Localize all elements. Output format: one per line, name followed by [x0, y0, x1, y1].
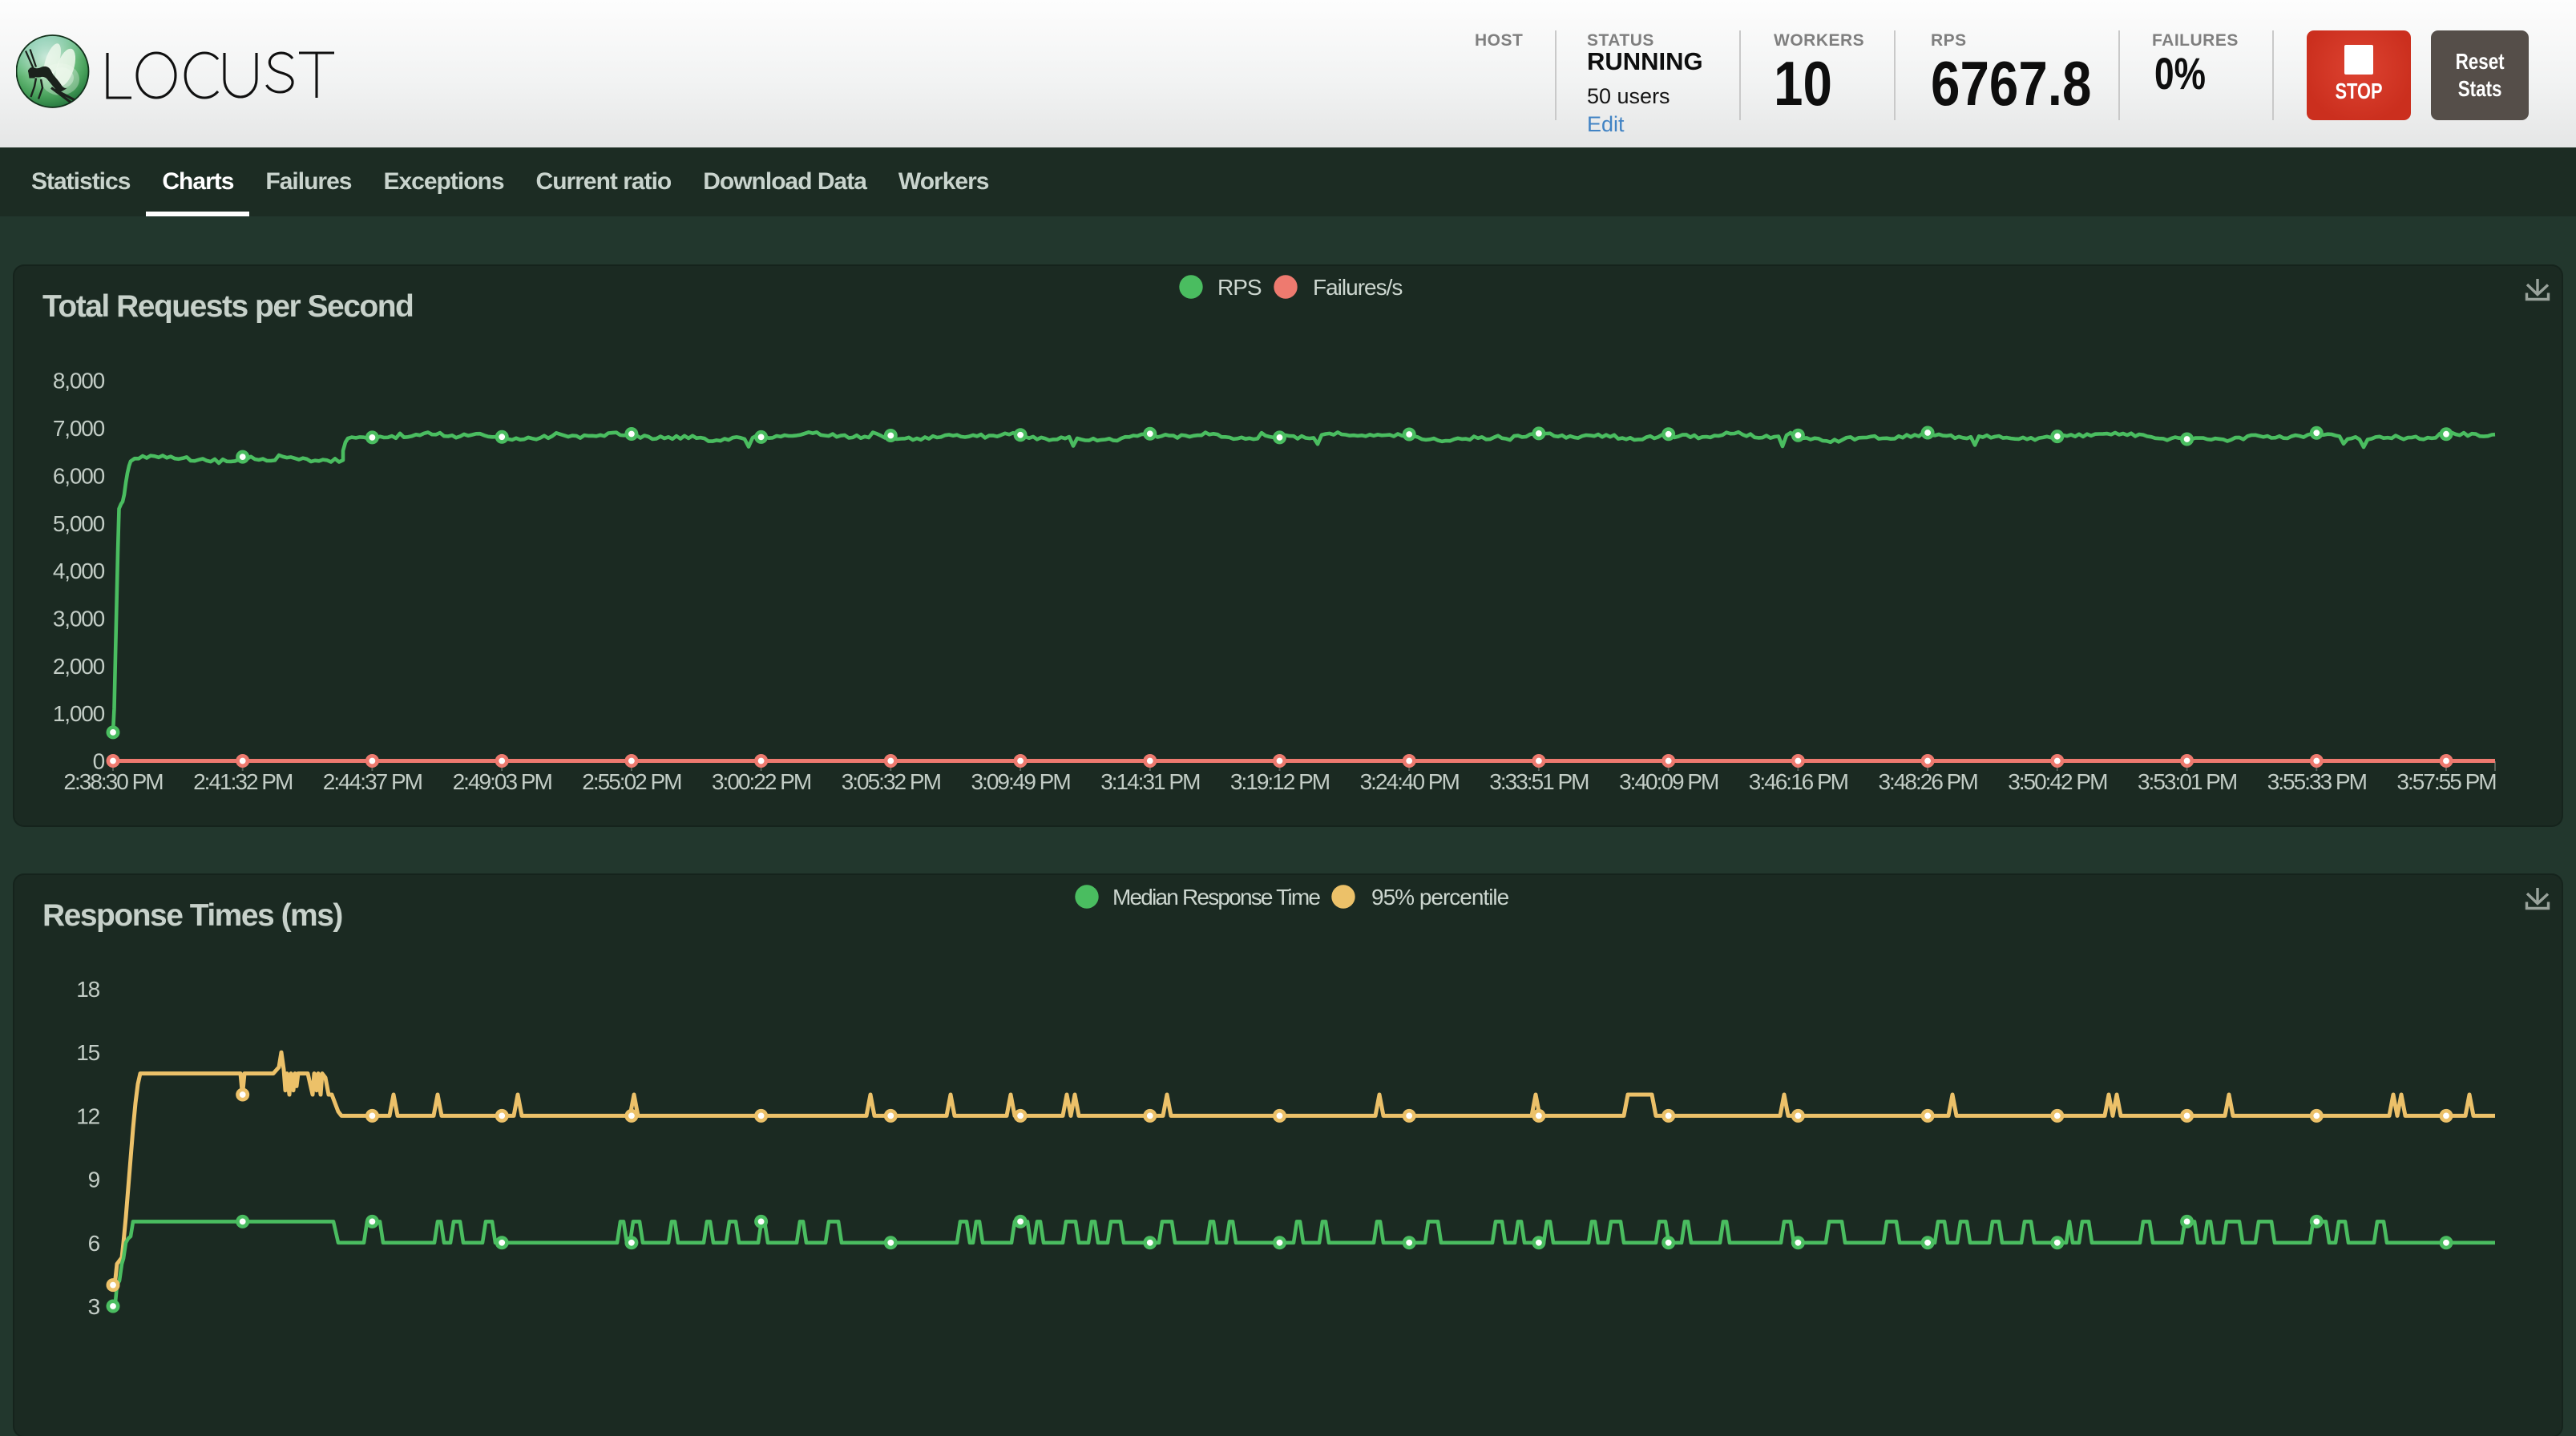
svg-text:3:00:22 PM: 3:00:22 PM	[712, 769, 811, 794]
svg-text:2:38:30 PM: 2:38:30 PM	[63, 769, 163, 794]
svg-text:3:57:55 PM: 3:57:55 PM	[2396, 769, 2496, 794]
svg-text:3:40:09 PM: 3:40:09 PM	[1619, 769, 1718, 794]
svg-text:2,000: 2,000	[53, 654, 105, 679]
svg-text:3:33:51 PM: 3:33:51 PM	[1489, 769, 1589, 794]
svg-text:95% percentile: 95% percentile	[1371, 885, 1509, 910]
svg-text:3:55:33 PM: 3:55:33 PM	[2267, 769, 2367, 794]
svg-text:9: 9	[88, 1168, 100, 1192]
svg-text:RPS: RPS	[1217, 275, 1262, 300]
svg-text:18: 18	[76, 977, 99, 1002]
svg-text:3:05:32 PM: 3:05:32 PM	[842, 769, 941, 794]
svg-text:3:50:42 PM: 3:50:42 PM	[2008, 769, 2107, 794]
svg-text:5,000: 5,000	[53, 511, 105, 536]
svg-text:Response Times (ms): Response Times (ms)	[42, 898, 342, 933]
svg-text:3:24:40 PM: 3:24:40 PM	[1360, 769, 1460, 794]
svg-text:12: 12	[76, 1103, 99, 1128]
svg-text:2:44:37 PM: 2:44:37 PM	[323, 769, 422, 794]
svg-text:Failures/s: Failures/s	[1313, 275, 1402, 300]
svg-text:15: 15	[76, 1040, 99, 1065]
svg-text:2:41:32 PM: 2:41:32 PM	[193, 769, 293, 794]
svg-text:2:55:02 PM: 2:55:02 PM	[582, 769, 681, 794]
svg-text:3: 3	[88, 1294, 100, 1319]
svg-text:8,000: 8,000	[53, 369, 105, 393]
svg-text:4,000: 4,000	[53, 559, 105, 583]
svg-text:2:49:03 PM: 2:49:03 PM	[453, 769, 552, 794]
svg-text:6,000: 6,000	[53, 463, 105, 488]
svg-text:Total Requests per Second: Total Requests per Second	[42, 289, 413, 324]
svg-text:0: 0	[93, 749, 105, 774]
svg-text:3:53:01 PM: 3:53:01 PM	[2138, 769, 2237, 794]
svg-text:3:48:26 PM: 3:48:26 PM	[1878, 769, 1977, 794]
svg-text:Median Response Time: Median Response Time	[1112, 885, 1320, 910]
svg-text:3,000: 3,000	[53, 607, 105, 631]
svg-text:3:46:16 PM: 3:46:16 PM	[1749, 769, 1848, 794]
svg-text:7,000: 7,000	[53, 416, 105, 441]
svg-text:3:14:31 PM: 3:14:31 PM	[1100, 769, 1200, 794]
svg-text:3:19:12 PM: 3:19:12 PM	[1230, 769, 1330, 794]
svg-text:6: 6	[88, 1231, 100, 1256]
svg-text:1,000: 1,000	[53, 701, 105, 726]
svg-text:3:09:49 PM: 3:09:49 PM	[971, 769, 1070, 794]
